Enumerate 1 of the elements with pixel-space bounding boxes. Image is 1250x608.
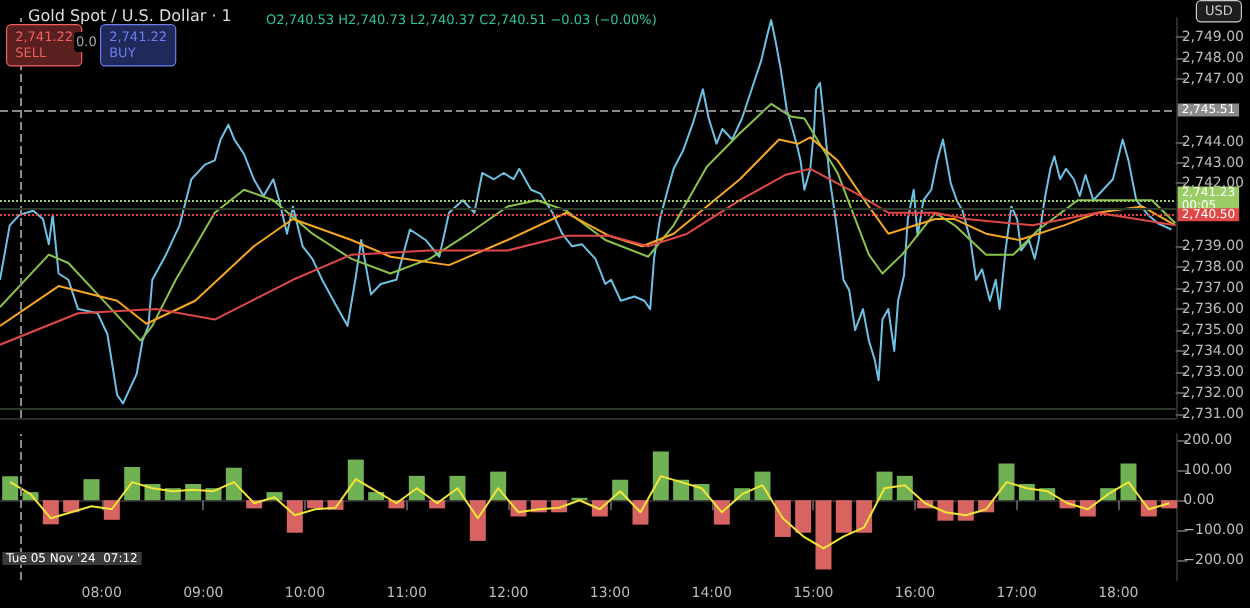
chart-title: Gold Spot / U.S. Dollar · 1 [28, 7, 232, 25]
